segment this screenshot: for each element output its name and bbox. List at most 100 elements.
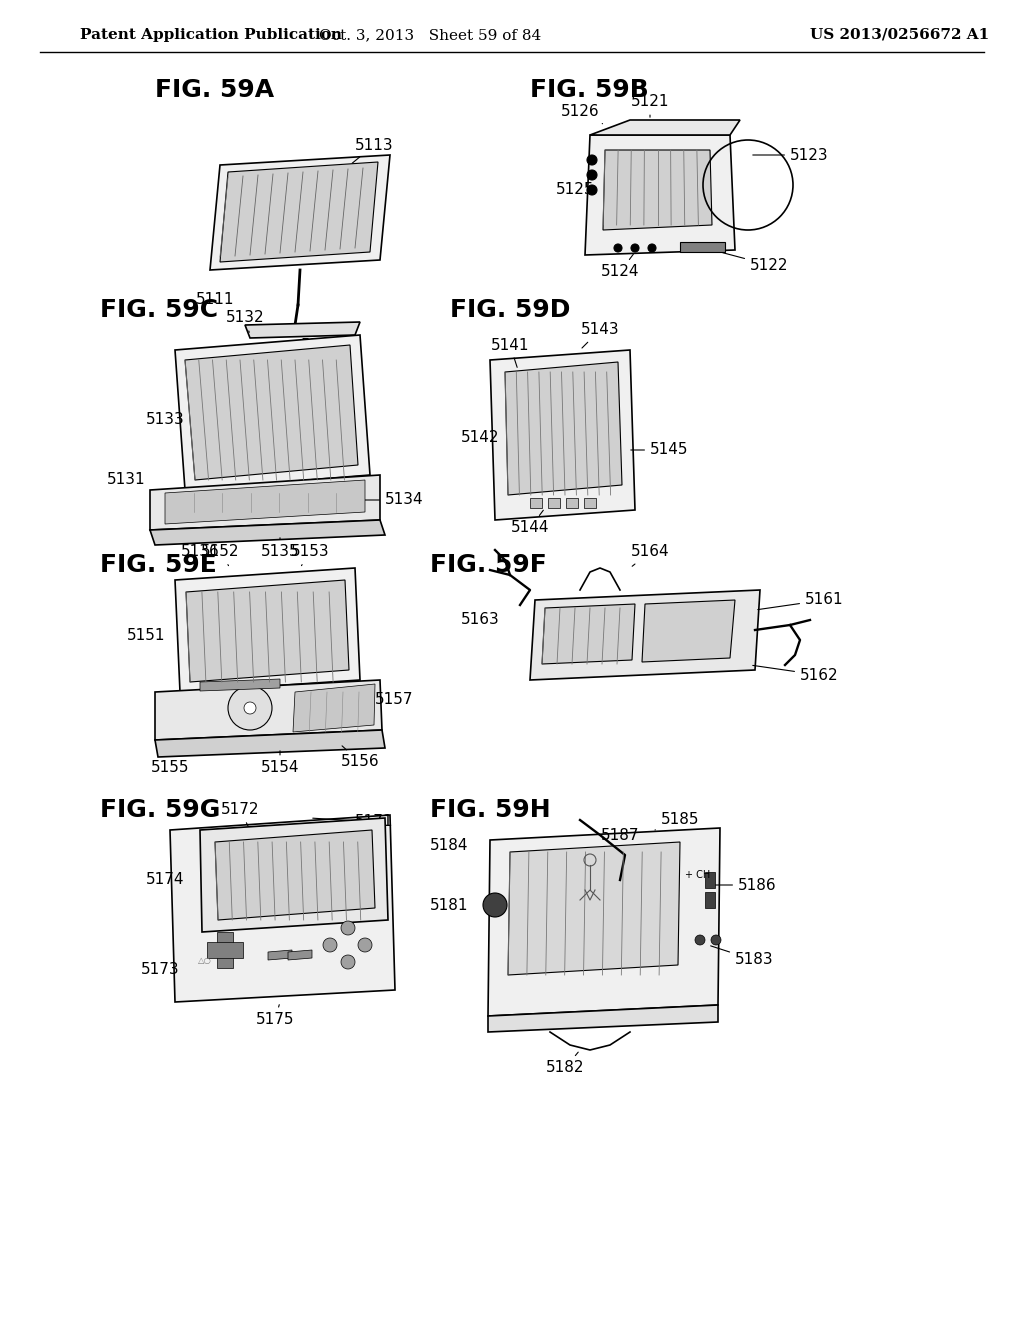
Text: 5186: 5186: [715, 878, 776, 892]
Text: 5142: 5142: [461, 430, 500, 446]
Text: 5162: 5162: [753, 665, 839, 682]
Text: Patent Application Publication: Patent Application Publication: [80, 28, 342, 42]
Polygon shape: [150, 520, 385, 545]
Text: 5126: 5126: [561, 104, 602, 124]
Circle shape: [711, 935, 721, 945]
Polygon shape: [530, 498, 542, 508]
Text: 5121: 5121: [631, 95, 670, 117]
Circle shape: [323, 939, 337, 952]
Circle shape: [587, 185, 597, 195]
Circle shape: [341, 954, 355, 969]
Polygon shape: [490, 350, 635, 520]
Text: 5152: 5152: [201, 544, 240, 566]
Text: FIG. 59D: FIG. 59D: [450, 298, 570, 322]
Text: FIG. 59G: FIG. 59G: [100, 799, 220, 822]
Text: 5155: 5155: [151, 760, 189, 776]
Text: 5111: 5111: [196, 293, 234, 308]
Text: 5123: 5123: [753, 148, 828, 162]
Text: 5164: 5164: [631, 544, 670, 566]
Text: 5132: 5132: [225, 310, 264, 333]
Circle shape: [358, 939, 372, 952]
Polygon shape: [200, 678, 280, 690]
Polygon shape: [548, 498, 560, 508]
Circle shape: [228, 686, 272, 730]
Polygon shape: [165, 480, 365, 524]
Text: FIG. 59E: FIG. 59E: [100, 553, 217, 577]
Text: 5174: 5174: [145, 873, 184, 887]
Text: 5157: 5157: [357, 693, 414, 708]
Text: 5172: 5172: [221, 803, 259, 828]
Text: 5131: 5131: [106, 473, 145, 487]
Polygon shape: [530, 590, 760, 680]
Polygon shape: [488, 828, 720, 1016]
Text: 5112: 5112: [301, 338, 339, 352]
Polygon shape: [210, 154, 390, 271]
Text: 5135: 5135: [261, 537, 299, 560]
Text: 5184: 5184: [429, 837, 468, 853]
Text: 5122: 5122: [723, 252, 788, 272]
Polygon shape: [585, 135, 735, 255]
Text: US 2013/0256672 A1: US 2013/0256672 A1: [810, 28, 989, 42]
Polygon shape: [220, 162, 378, 261]
Circle shape: [341, 921, 355, 935]
Text: 5175: 5175: [256, 1005, 294, 1027]
Polygon shape: [215, 830, 375, 920]
Text: △○: △○: [198, 956, 212, 965]
Polygon shape: [584, 498, 596, 508]
Text: 5113: 5113: [352, 137, 393, 164]
Polygon shape: [603, 150, 712, 230]
Text: FIG. 59A: FIG. 59A: [155, 78, 274, 102]
Text: + CH: + CH: [685, 870, 711, 880]
Polygon shape: [288, 950, 312, 960]
Text: 5136: 5136: [180, 544, 219, 560]
Polygon shape: [175, 335, 370, 490]
Text: 5181: 5181: [429, 898, 468, 912]
Polygon shape: [150, 475, 380, 531]
Polygon shape: [155, 680, 382, 741]
Text: FIG. 59C: FIG. 59C: [100, 298, 218, 322]
Text: 5143: 5143: [581, 322, 620, 348]
Polygon shape: [268, 950, 292, 960]
Polygon shape: [488, 1005, 718, 1032]
Polygon shape: [155, 730, 385, 756]
Text: 5151: 5151: [127, 627, 165, 643]
Polygon shape: [186, 579, 349, 682]
Text: 5154: 5154: [261, 751, 299, 776]
Polygon shape: [705, 873, 715, 888]
Text: 5144: 5144: [511, 511, 549, 536]
Text: 5156: 5156: [341, 746, 379, 770]
Text: 5124: 5124: [601, 255, 639, 280]
Text: 5134: 5134: [360, 492, 424, 507]
Text: 5141: 5141: [490, 338, 529, 367]
Text: FIG. 59F: FIG. 59F: [430, 553, 547, 577]
Polygon shape: [680, 242, 725, 252]
Polygon shape: [200, 818, 388, 932]
Polygon shape: [542, 605, 635, 664]
Circle shape: [587, 154, 597, 165]
Text: 5173: 5173: [140, 962, 179, 978]
Polygon shape: [566, 498, 578, 508]
Polygon shape: [642, 601, 735, 663]
Polygon shape: [170, 814, 395, 1002]
Polygon shape: [505, 362, 622, 495]
Polygon shape: [705, 892, 715, 908]
Polygon shape: [175, 568, 360, 692]
Circle shape: [244, 702, 256, 714]
Text: 5183: 5183: [711, 946, 773, 968]
Text: 5153: 5153: [291, 544, 330, 566]
Polygon shape: [217, 932, 233, 968]
Text: 5145: 5145: [631, 442, 688, 458]
Text: Oct. 3, 2013   Sheet 59 of 84: Oct. 3, 2013 Sheet 59 of 84: [318, 28, 541, 42]
Text: 5161: 5161: [758, 593, 844, 610]
Text: 5125: 5125: [556, 182, 594, 198]
Polygon shape: [245, 322, 360, 338]
Text: 5163: 5163: [461, 612, 500, 627]
Text: 5182: 5182: [546, 1052, 585, 1076]
Polygon shape: [508, 842, 680, 975]
Text: 5171: 5171: [312, 814, 393, 829]
Polygon shape: [590, 120, 740, 135]
Text: 5187: 5187: [601, 828, 639, 853]
Text: 5185: 5185: [655, 813, 699, 830]
Circle shape: [483, 894, 507, 917]
Circle shape: [695, 935, 705, 945]
